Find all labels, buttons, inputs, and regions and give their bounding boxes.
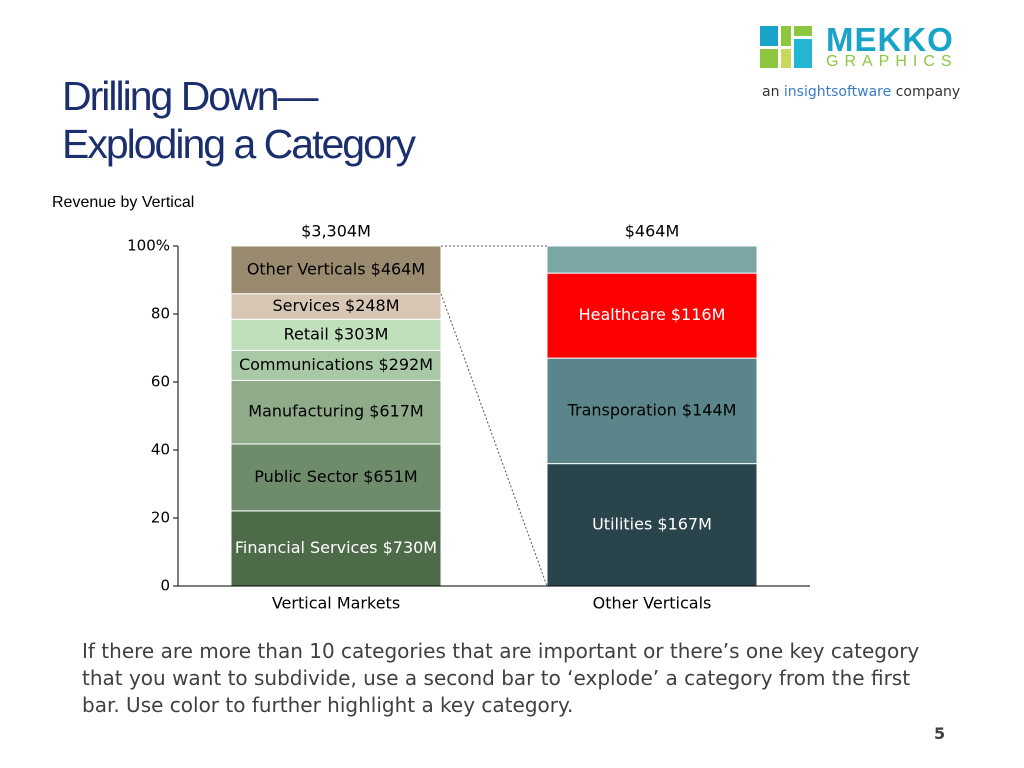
category-label-0: Vertical Markets — [272, 594, 400, 613]
bar-segment-0-0 — [230, 510, 442, 587]
bar-segment-1-0 — [546, 463, 758, 587]
segment-label-0-6: Other Verticals $464M — [247, 259, 425, 278]
chart-title: Revenue by Vertical — [52, 194, 195, 211]
segment-label-0-1: Public Sector $651M — [254, 467, 417, 486]
explode-connector-bottom — [440, 293, 548, 587]
logo-mark-icon — [760, 26, 812, 68]
slide-body-text: If there are more than 10 categories tha… — [82, 639, 920, 717]
slide-title-line-1: Drilling Down— — [62, 73, 319, 119]
bar-total-label-1: $464M — [625, 222, 680, 241]
y-tick-label-1: 20 — [151, 509, 170, 527]
bar-segment-0-5 — [230, 293, 442, 320]
bar-segment-0-1 — [230, 443, 442, 512]
logo-tagline: an insightsoftware company — [762, 84, 960, 100]
segment-label-1-2: Healthcare $116M — [579, 305, 726, 324]
logo-subtitle: GRAPHICS — [826, 53, 958, 70]
slide-title: Drilling Down— Exploding a Category — [62, 72, 416, 168]
segment-label-0-2: Manufacturing $617M — [248, 402, 423, 421]
segment-label-1-0: Utilities $167M — [592, 514, 712, 533]
y-tick-label-3: 60 — [151, 373, 170, 391]
bar-segment-1-3 — [546, 245, 758, 274]
segment-label-0-0: Financial Services $730M — [235, 538, 437, 557]
logo-tagline-suffix: company — [895, 84, 961, 100]
slide-title-line-2: Exploding a Category — [62, 121, 416, 167]
logo-wordmark: MEKKO — [826, 21, 954, 58]
bar-segment-0-6 — [230, 245, 442, 295]
segment-label-0-3: Communications $292M — [239, 355, 433, 374]
bar-segment-0-4 — [230, 318, 442, 351]
logo-tagline-prefix: an — [762, 84, 780, 100]
bar-segment-1-1 — [546, 357, 758, 465]
segment-label-1-1: Transporation $144M — [567, 400, 737, 419]
segment-label-0-4: Retail $303M — [284, 324, 389, 343]
y-tick-label-0: 0 — [160, 577, 170, 595]
category-label-1: Other Verticals — [593, 594, 712, 613]
mekko-graphics-logo: MEKKO GRAPHICS an insightsoftware compan… — [760, 22, 990, 112]
bar-total-label-0: $3,304M — [301, 222, 371, 241]
bar-segment-1-2 — [546, 272, 758, 359]
y-tick-label-5: 100% — [127, 237, 170, 255]
y-tick-label-4: 80 — [151, 305, 170, 323]
bar-segment-0-2 — [230, 379, 442, 445]
y-tick-label-2: 40 — [151, 441, 170, 459]
page-number: 5 — [934, 724, 946, 743]
segment-label-0-5: Services $248M — [272, 296, 399, 315]
logo-tagline-brand: insightsoftware — [783, 84, 892, 100]
